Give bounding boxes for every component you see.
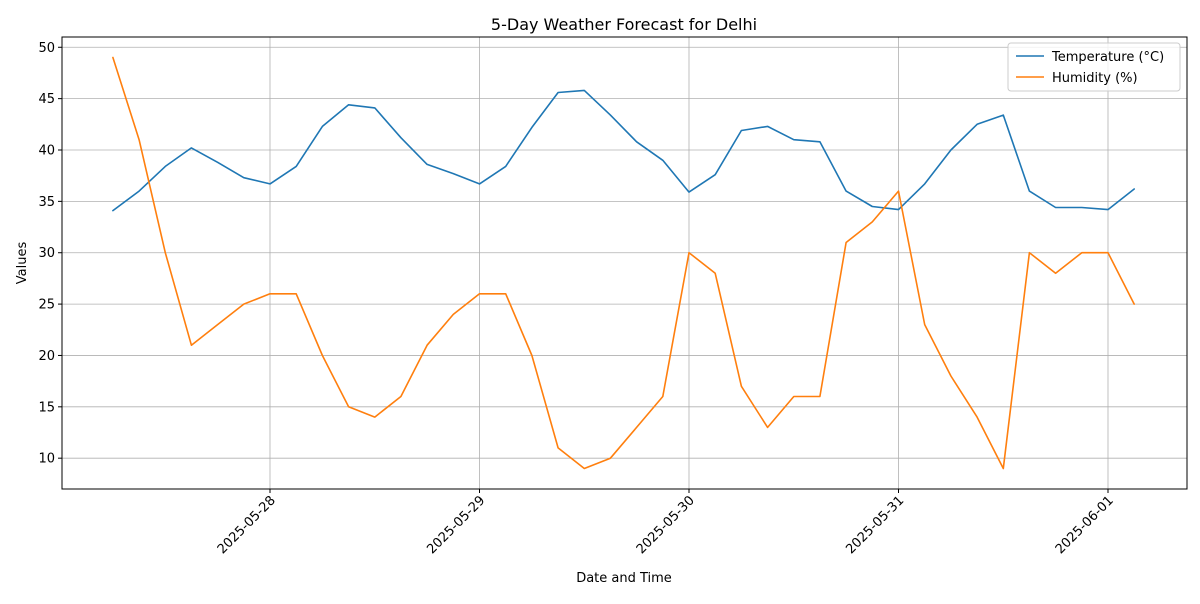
- y-axis: 10 15 20 25 30 35 40 45 50: [38, 41, 62, 467]
- temperature-series-line: [112, 89, 1135, 212]
- y-axis-label: Values: [15, 242, 30, 285]
- chart-title: 5-Day Weather Forecast for Delhi: [491, 15, 757, 34]
- plot-frame: [61, 36, 1188, 490]
- y-tick-label: 40: [38, 144, 55, 159]
- y-tick-label: 10: [38, 452, 55, 467]
- x-axis-label: Date and Time: [576, 571, 672, 586]
- y-tick-label: 15: [38, 400, 55, 415]
- legend-label-temperature: Temperature (°C): [1051, 50, 1164, 65]
- y-tick-label: 45: [38, 92, 55, 107]
- y-tick-label: 25: [38, 298, 55, 313]
- y-tick-label: 35: [38, 195, 55, 210]
- y-tick-label: 30: [38, 246, 55, 261]
- legend-box: [1007, 42, 1181, 92]
- y-tick-label: 50: [38, 41, 55, 56]
- legend: Temperature (°C) Humidity (%): [1007, 42, 1181, 92]
- series-layer: [112, 56, 1135, 470]
- grid-lines: [62, 37, 1187, 489]
- humidity-series-line: [112, 56, 1135, 470]
- y-tick-label: 20: [38, 349, 55, 364]
- legend-label-humidity: Humidity (%): [1052, 71, 1138, 86]
